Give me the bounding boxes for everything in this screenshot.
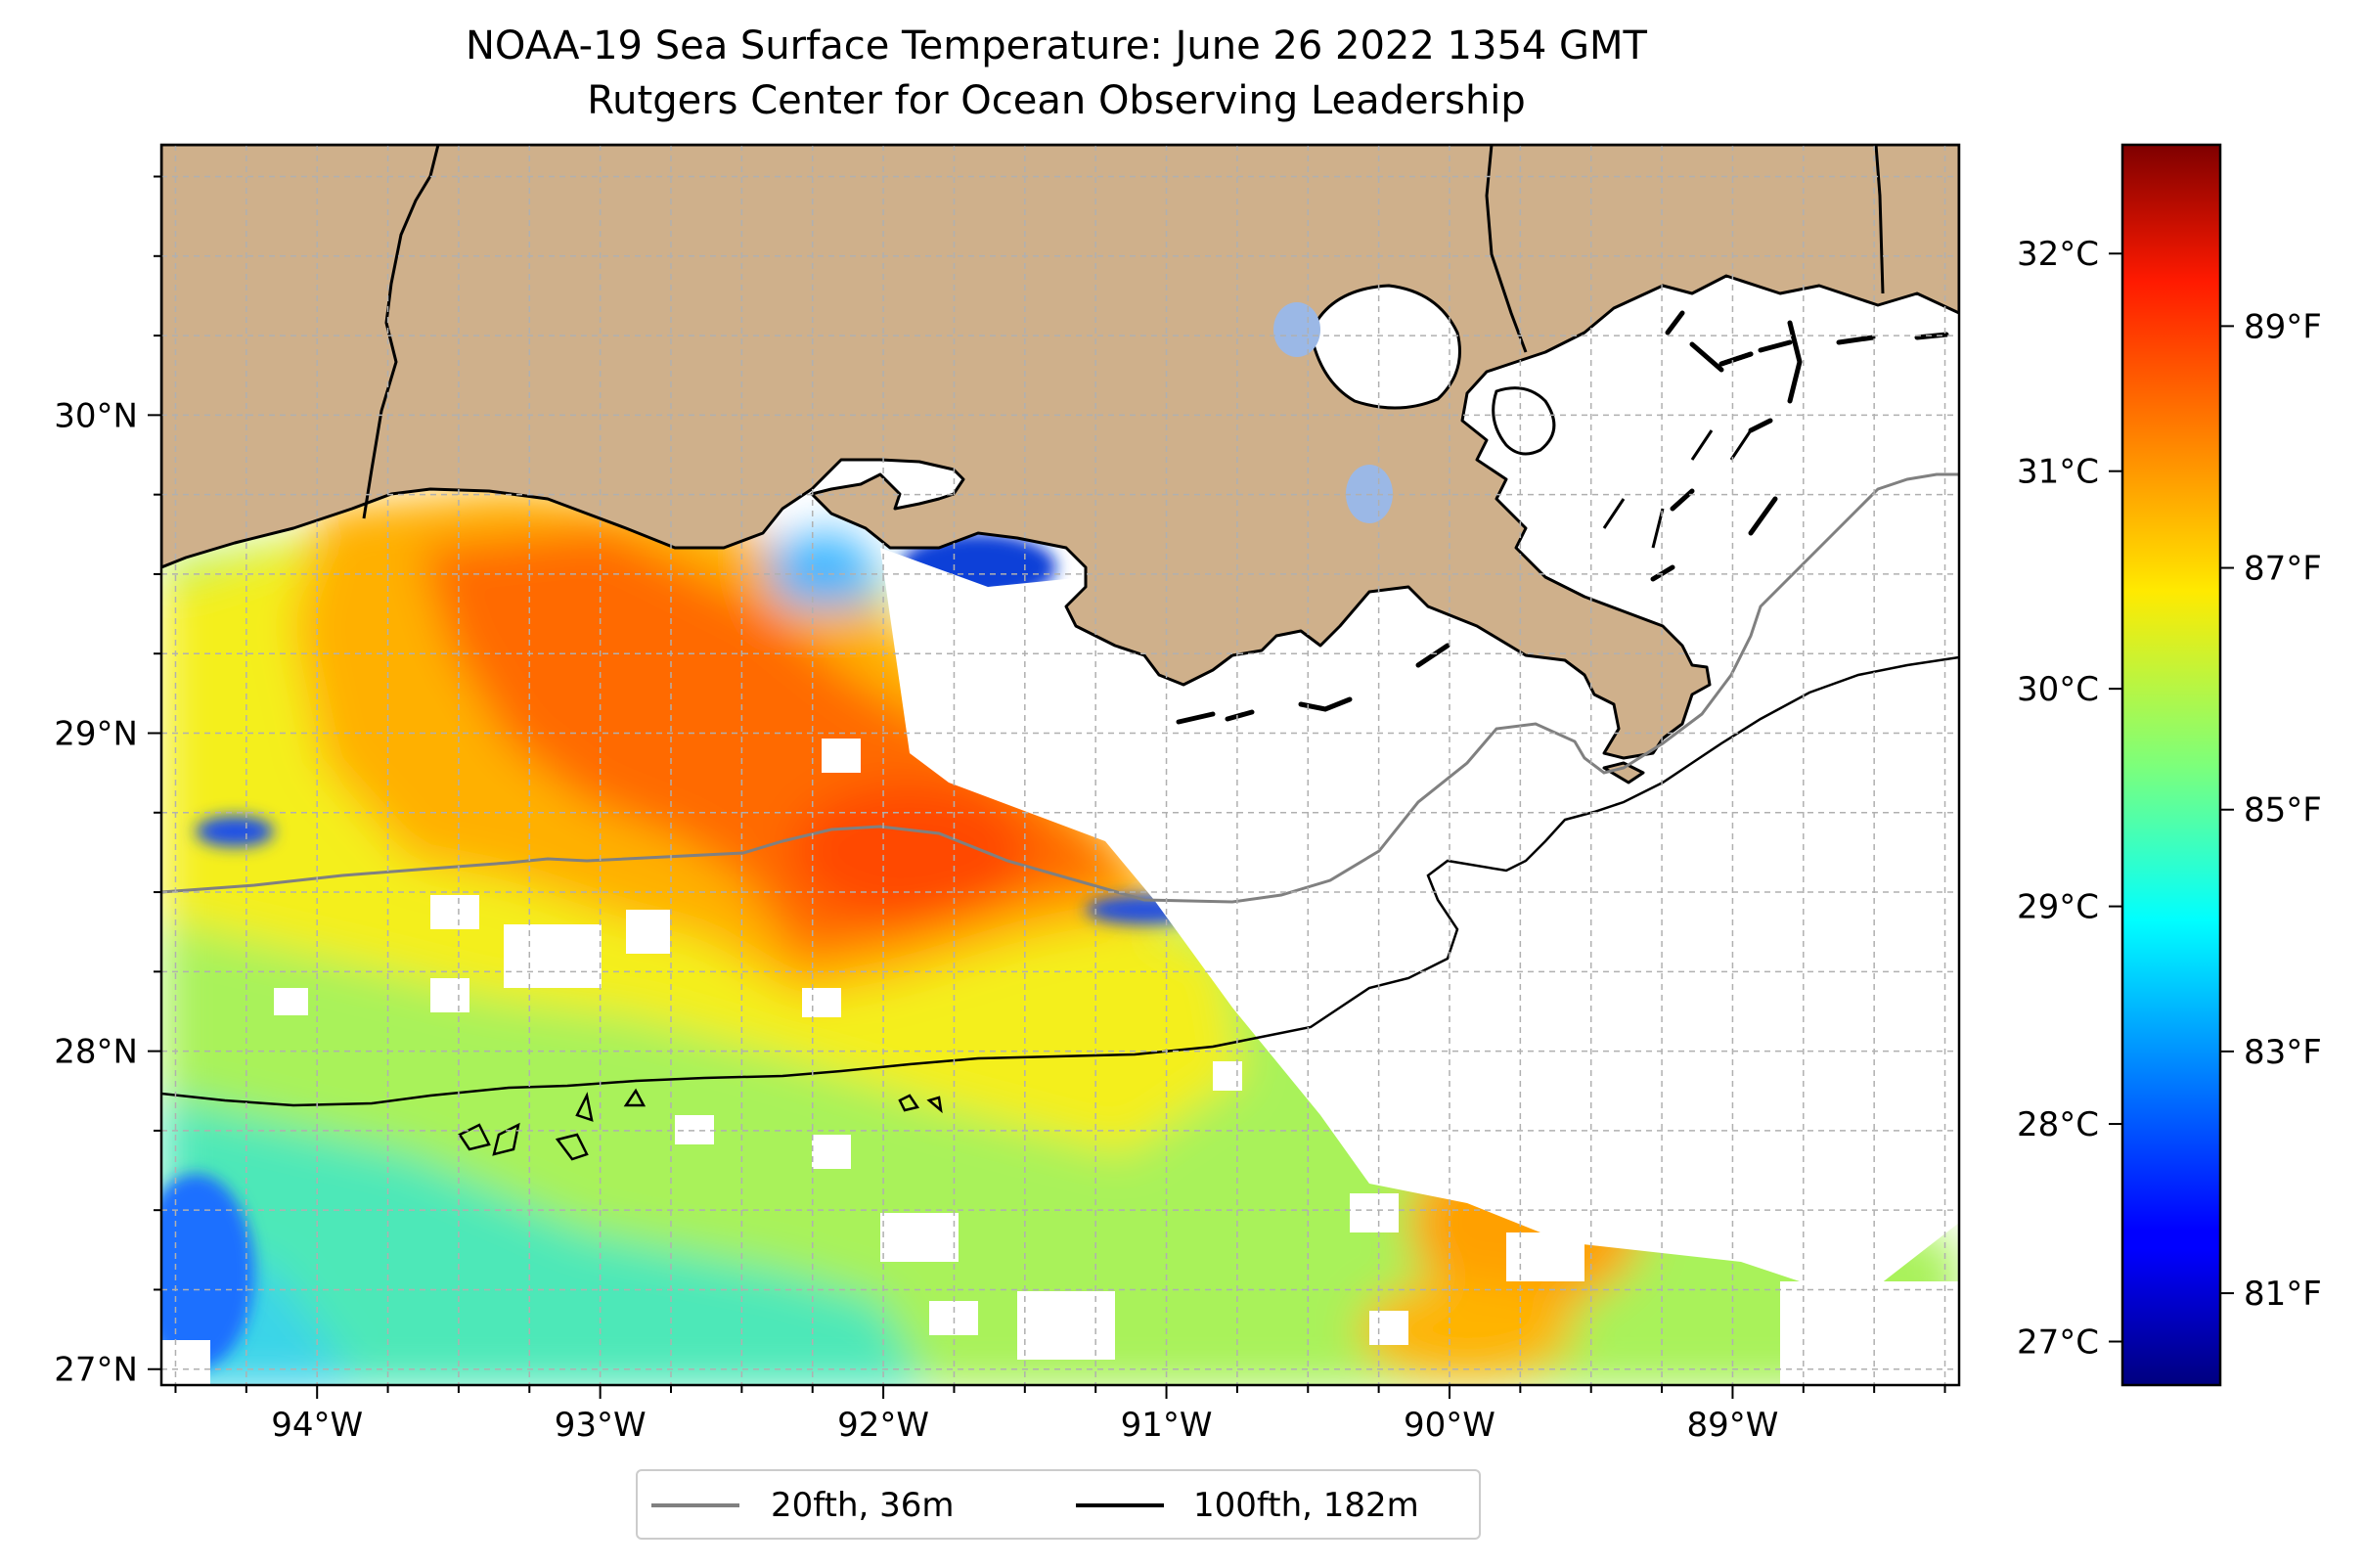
fahrenheit-tick-label: 87°F — [2244, 550, 2322, 589]
lon-tick-label: 90°W — [1404, 1406, 1495, 1445]
lake-maurepas — [1273, 302, 1320, 357]
celsius-tick-label: 27°C — [2017, 1323, 2099, 1363]
legend: 20fth, 36m 100fth, 182m — [636, 1469, 1481, 1540]
colorbar-fahrenheit-axis: 81°F 83°F 85°F 87°F 89°F — [2220, 307, 2322, 1314]
lat-tick-label: 30°N — [54, 396, 138, 435]
lon-tick-label: 92°W — [837, 1406, 929, 1445]
barrier-islands — [1176, 310, 1949, 725]
celsius-tick-label: 28°C — [2017, 1105, 2099, 1144]
colorbar-celsius-axis: 27°C 28°C 29°C 30°C 31°C 32°C — [2017, 235, 2122, 1363]
legend-label-100fth: 100fth, 182m — [1193, 1486, 1419, 1525]
celsius-tick-label: 32°C — [2017, 235, 2099, 274]
legend-label-20fth: 20fth, 36m — [771, 1486, 955, 1525]
lat-tick-label: 28°N — [54, 1033, 138, 1072]
fahrenheit-tick-label: 81°F — [2244, 1275, 2322, 1314]
colorbar — [2120, 143, 2222, 1387]
nodata-patches — [161, 411, 1959, 1385]
lon-axis: 94°W 93°W 92°W 91°W 90°W 89°W — [174, 1385, 1946, 1445]
grid-lines — [161, 145, 1959, 1385]
map-subtitle: Rutgers Center for Ocean Observing Leade… — [587, 78, 1526, 123]
celsius-tick-label: 29°C — [2017, 888, 2099, 927]
lakes — [1273, 284, 1556, 523]
contour-20fth — [161, 472, 1959, 904]
map-frame — [159, 143, 1961, 1387]
map-title: NOAA-19 Sea Surface Temperature: June 26… — [465, 23, 1647, 68]
contour-100fth — [161, 655, 1959, 1107]
lat-tick-label: 29°N — [54, 714, 138, 753]
fahrenheit-tick-label: 83°F — [2244, 1033, 2322, 1072]
land — [161, 145, 1959, 784]
lon-tick-label: 94°W — [271, 1406, 363, 1445]
celsius-tick-label: 31°C — [2017, 453, 2099, 492]
fahrenheit-tick-label: 85°F — [2244, 791, 2322, 830]
lake-pontchartrain — [1309, 284, 1461, 410]
legend-line-100fth — [1076, 1503, 1164, 1507]
state-boundaries — [362, 145, 1885, 549]
contour-100fth-islands — [458, 1088, 943, 1161]
lon-tick-label: 93°W — [555, 1406, 647, 1445]
legend-line-20fth — [651, 1503, 739, 1507]
lon-tick-label: 89°W — [1686, 1406, 1778, 1445]
lat-axis: 27°N 28°N 29°N 30°N — [54, 175, 161, 1390]
celsius-tick-label: 30°C — [2017, 670, 2099, 709]
lon-tick-label: 91°W — [1121, 1406, 1213, 1445]
lat-tick-label: 27°N — [54, 1351, 138, 1390]
fahrenheit-tick-label: 89°F — [2244, 307, 2322, 346]
